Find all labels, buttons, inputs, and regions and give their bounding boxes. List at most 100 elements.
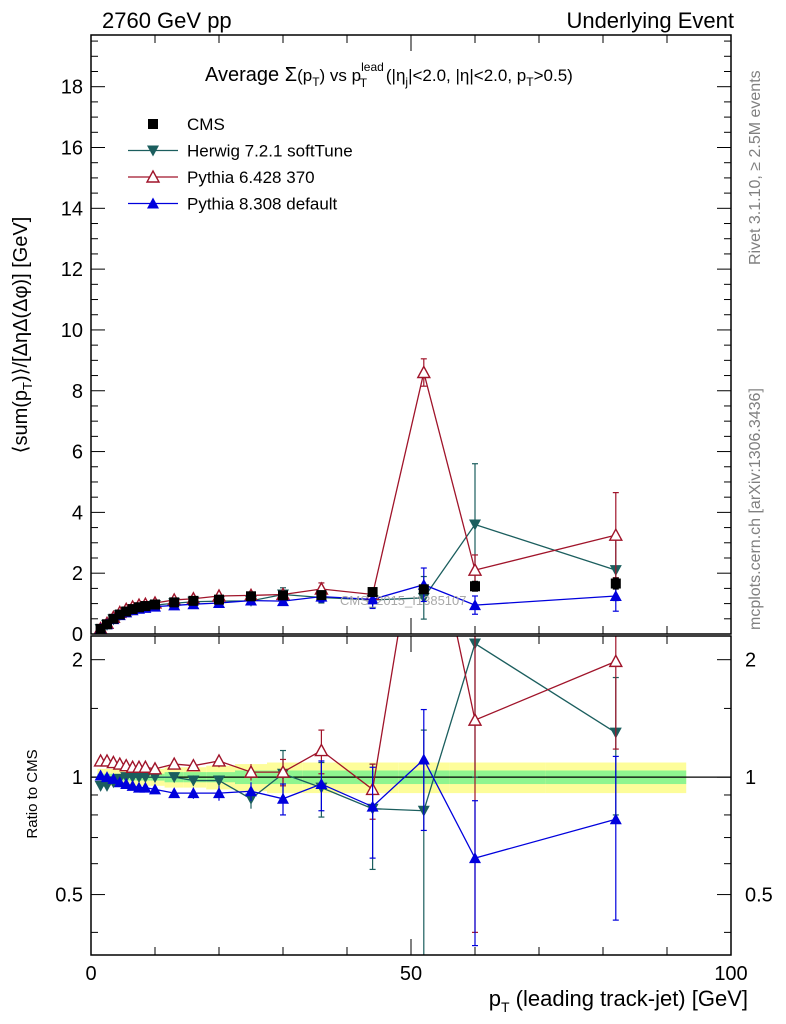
y-axis-label-ratio: Ratio to CMS — [24, 749, 41, 838]
ratio-data-point — [467, 712, 483, 726]
data-point — [610, 578, 621, 589]
ratio-y-tick-label-right: 1 — [745, 767, 756, 789]
x-tick-label: 0 — [85, 963, 96, 985]
x-axis-label-rest: (leading track-jet) [GeV] — [510, 986, 748, 1011]
data-point — [108, 613, 119, 624]
ratio-data-point — [168, 772, 181, 784]
data-point — [416, 365, 431, 379]
y-tick-label: 2 — [72, 563, 83, 585]
data-point — [102, 619, 112, 630]
plot-title-vs: vs p — [325, 66, 361, 85]
data-point — [95, 623, 106, 634]
main-frame — [90, 34, 732, 635]
main-panel: 0 2 4 6 8 10 12 14 16 18 CMS_2015_I1385107 — [61, 34, 732, 646]
legend-entry-pythia-8-308-default: Pythia 8.308 default — [128, 195, 338, 214]
y-tick-label: 4 — [72, 502, 83, 524]
ratio-y-tick-label: 2 — [72, 650, 83, 672]
ratio-data-point — [213, 775, 225, 787]
legend-marker — [145, 169, 161, 183]
data-point — [467, 562, 483, 576]
ratio-data-point — [366, 800, 379, 812]
data-point — [246, 591, 256, 602]
ratio-data-point — [167, 756, 182, 770]
plot-title-lead-sup: lead — [361, 60, 384, 74]
ratio-data-point — [211, 753, 227, 767]
x-tick-label: 100 — [714, 963, 747, 985]
ratio-data-point — [107, 772, 120, 784]
plot-title-pt-sub: T — [312, 75, 320, 89]
y-tick-label: 10 — [61, 320, 83, 342]
plot-title-cuts-c: >0.5) — [534, 66, 573, 85]
main-axis-ticks: 0 2 4 6 8 10 12 14 16 18 — [61, 35, 732, 646]
data-point — [150, 599, 160, 610]
ratio-y-tick-label-right: 2 — [745, 650, 756, 672]
legend-marker — [148, 119, 158, 129]
ratio-data-point — [417, 753, 430, 765]
data-point — [169, 597, 180, 608]
data-point — [214, 594, 224, 605]
legend-label: CMS — [187, 115, 225, 134]
header-right: Underlying Event — [566, 8, 734, 33]
y-axis-label-main: ⟨sum(pT)⟩/[ΔηΔ(Δφ)] [GeV] — [10, 217, 35, 454]
plot-title-cuts-j: j — [404, 75, 408, 89]
ratio-data-point — [149, 783, 161, 795]
y-tick-label: 0 — [72, 624, 83, 646]
ratio-data-point — [275, 764, 291, 778]
ratio-y-tick-label-right: 0.5 — [745, 885, 773, 907]
main-data-layer — [93, 358, 623, 634]
y-axis-label-main-b: )⟩/[ΔηΔ(Δφ)] [GeV] — [10, 217, 32, 382]
header-left: 2760 GeV pp — [102, 8, 232, 33]
data-point — [469, 599, 481, 611]
ratio-panel: 0.5 0.5 1 1 2 2 0 50 100 — [55, 635, 773, 985]
data-point — [114, 609, 125, 620]
ratio-data-point — [139, 772, 152, 784]
series-cms — [95, 577, 621, 634]
ratio-data-point — [147, 761, 163, 775]
ratio-y-tick-label: 1 — [72, 767, 83, 789]
x-axis-label-sub: T — [501, 999, 510, 1015]
y-axis-label-main-a: ⟨sum(p — [10, 390, 32, 453]
legend-label: Herwig 7.2.1 softTune — [187, 142, 353, 161]
ratio-series-pythia-6-428-370 — [93, 636, 623, 933]
ratio-data-point — [243, 764, 259, 778]
data-point — [609, 589, 622, 601]
data-point — [121, 606, 132, 617]
ratio-series-pythia-8-308-default — [94, 708, 622, 947]
data-point — [367, 587, 378, 598]
plot-title-pt: (p — [297, 66, 312, 85]
data-point — [316, 590, 327, 601]
rivet-label: Rivet 3.1.10, ≥ 2.5M events — [747, 70, 764, 265]
ratio-data-point — [187, 775, 200, 787]
ratio-data-point — [149, 772, 161, 784]
data-point — [278, 590, 288, 601]
data-point — [366, 593, 379, 605]
plot-title-sigma: Σ — [285, 64, 297, 86]
y-tick-label: 14 — [61, 198, 83, 220]
y-tick-label: 12 — [61, 259, 83, 281]
ratio-data-point — [608, 653, 623, 668]
data-point — [418, 584, 429, 595]
plot-title-cuts-t: T — [526, 75, 534, 89]
plot-title-cuts-b: |<2.0, |η|<2.0, p — [408, 66, 526, 85]
plot-title-cuts-a: (|η — [381, 66, 405, 85]
legend-label: Pythia 6.428 370 — [187, 168, 315, 187]
ratio-data-point — [609, 813, 622, 825]
data-point — [134, 602, 144, 613]
plot-title: Average Σ(pT) vs plead T (|ηj|<2.0, |η|<2… — [205, 60, 573, 90]
ratio-data-point — [314, 743, 329, 757]
data-point — [469, 519, 481, 531]
legend-label: Pythia 8.308 default — [187, 195, 338, 214]
ratio-data-point — [277, 792, 289, 804]
data-point — [127, 604, 138, 615]
ratio-data-point — [315, 778, 328, 790]
legend-marker — [147, 197, 159, 209]
y-tick-label: 6 — [72, 442, 83, 464]
plot-title-lead-sub: T — [360, 76, 368, 90]
ratio-frame — [90, 635, 732, 956]
y-axis-label-main-sub: T — [20, 382, 35, 390]
plot-title-pt-close: ) — [320, 66, 326, 85]
ratio-data-point — [245, 785, 257, 797]
ratio-data-point — [469, 852, 481, 864]
data-point — [277, 595, 289, 607]
